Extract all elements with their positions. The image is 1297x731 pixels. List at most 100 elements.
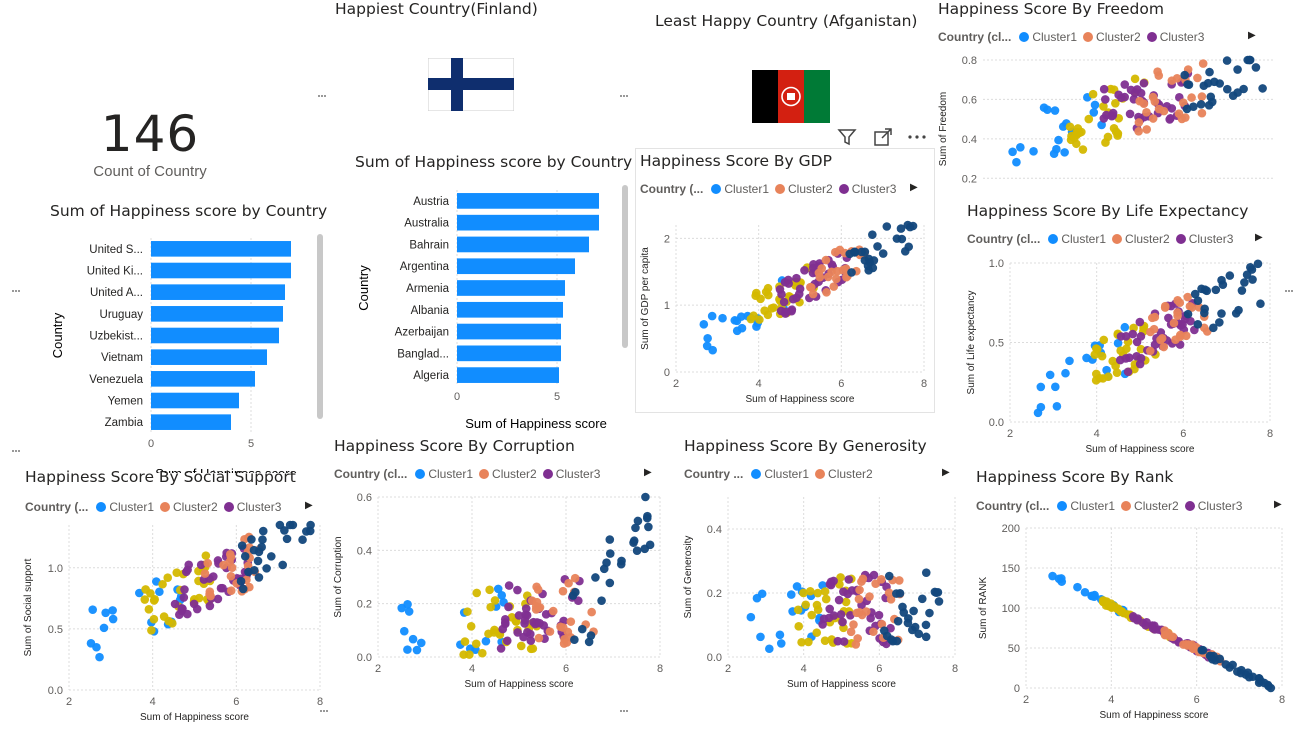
legend-next-arrow-icon[interactable]: ▶ xyxy=(644,467,652,478)
data-point xyxy=(1228,91,1238,100)
legend-label: Cluster2 xyxy=(1125,232,1170,246)
data-point xyxy=(1089,108,1099,117)
data-point xyxy=(888,636,898,646)
data-point xyxy=(781,307,790,317)
social-legend[interactable]: Country (... Cluster1 Cluster2 Cluster3 xyxy=(25,500,287,514)
data-point xyxy=(821,594,831,604)
data-point xyxy=(1052,144,1061,154)
data-point xyxy=(466,621,476,631)
data-point xyxy=(213,594,223,604)
data-point xyxy=(846,611,855,620)
focus-mode-icon[interactable] xyxy=(872,126,894,148)
data-point xyxy=(141,585,150,594)
x-tick-label: 2 xyxy=(375,663,381,675)
more-options-icon[interactable] xyxy=(906,126,928,148)
legend-item-cluster3[interactable]: Cluster3 xyxy=(1175,232,1233,246)
data-point xyxy=(818,620,827,629)
legend-item-cluster1[interactable]: Cluster1 xyxy=(96,500,154,514)
y-tick-label: 0 xyxy=(1014,683,1020,695)
bar xyxy=(457,345,561,362)
bar-chart-left[interactable]: 0 5 United S... United Ki... United A... Urug… xyxy=(40,228,330,473)
data-point xyxy=(266,552,276,561)
data-point xyxy=(1190,289,1200,299)
data-point xyxy=(800,266,809,275)
freedom-chart-title: Happiness Score By Freedom xyxy=(938,0,1164,18)
legend-item-cluster2[interactable]: Cluster2 xyxy=(1083,30,1141,44)
legend-next-arrow-icon[interactable]: ▶ xyxy=(942,467,950,478)
legend-item-cluster3[interactable]: Cluster3 xyxy=(542,467,600,481)
legend-next-arrow-icon[interactable]: ▶ xyxy=(305,500,313,511)
legend-item-cluster2[interactable]: Cluster2 xyxy=(775,182,833,196)
legend-item-cluster1[interactable]: Cluster1 xyxy=(1048,232,1106,246)
data-point xyxy=(833,636,843,646)
data-point xyxy=(746,612,756,622)
rank-scatter[interactable]: 0 50 100 150 200 2 4 6 8 Sum of Happiness score Su… xyxy=(972,518,1294,728)
legend-item-cluster2[interactable]: Cluster2 xyxy=(815,467,873,481)
bar xyxy=(457,258,575,275)
data-point xyxy=(257,542,266,552)
legend-item-cluster3[interactable]: Cluster3 xyxy=(838,182,896,196)
data-point xyxy=(240,552,250,561)
generosity-legend[interactable]: Country ... Cluster1 Cluster2 xyxy=(684,467,879,481)
legend-dot xyxy=(751,469,762,479)
life-legend[interactable]: Country (cl... Cluster1 Cluster2 Cluster… xyxy=(967,232,1239,246)
gdp-scatter[interactable]: 0 1 2 2 4 6 8 Sum of Happiness score Sum of GDP … xyxy=(636,200,932,410)
legend-next-arrow-icon[interactable]: ▶ xyxy=(910,182,918,193)
legend-item-cluster2[interactable]: Cluster2 xyxy=(479,467,537,481)
legend-item-cluster3[interactable]: Cluster3 xyxy=(223,500,281,514)
legend-dot xyxy=(1184,501,1195,511)
data-point xyxy=(1101,138,1110,147)
legend-title: Country ... xyxy=(684,467,744,481)
data-point xyxy=(829,282,839,291)
life-scatter[interactable]: 0.0 0.5 1.0 2 4 6 8 Sum of Happiness score Sum o… xyxy=(960,250,1285,460)
data-point xyxy=(192,604,202,614)
data-point xyxy=(1099,102,1108,111)
gdp-legend[interactable]: Country (... Cluster1 Cluster2 Cluster3 xyxy=(640,182,902,196)
data-point xyxy=(1242,270,1252,280)
corruption-scatter[interactable]: 0.0 0.2 0.4 0.6 2 4 6 8 Sum of Happiness score Su… xyxy=(330,485,675,695)
legend-label: Cluster2 xyxy=(492,467,537,481)
rank-chart-title: Happiness Score By Rank xyxy=(976,468,1174,486)
legend-item-cluster2[interactable]: Cluster2 xyxy=(160,500,218,514)
legend-item-cluster2[interactable]: Cluster2 xyxy=(1112,232,1170,246)
legend-item-cluster1[interactable]: Cluster1 xyxy=(415,467,473,481)
legend-next-arrow-icon[interactable]: ▶ xyxy=(1248,30,1256,41)
legend-item-cluster2[interactable]: Cluster2 xyxy=(1121,499,1179,513)
legend-item-cluster1[interactable]: Cluster1 xyxy=(1057,499,1115,513)
kpi-card[interactable]: 146 Count of Country xyxy=(60,105,240,180)
social-chart-title: Happiness Score By Social Support xyxy=(25,468,296,486)
data-point xyxy=(201,551,211,560)
legend-item-cluster1[interactable]: Cluster1 xyxy=(1019,30,1077,44)
data-point xyxy=(556,622,565,632)
data-point xyxy=(172,568,182,577)
data-point xyxy=(86,638,96,648)
data-point xyxy=(797,637,806,647)
rank-legend[interactable]: Country (cl... Cluster1 Cluster2 Cluster… xyxy=(976,499,1248,513)
legend-item-cluster3[interactable]: Cluster3 xyxy=(1184,499,1242,513)
freedom-scatter[interactable]: 0.2 0.4 0.6 0.8 Sum of Freedom xyxy=(935,48,1285,206)
data-point xyxy=(1090,350,1100,359)
legend-label: Cluster1 xyxy=(1061,232,1107,246)
freedom-legend[interactable]: Country (cl... Cluster1 Cluster2 Cluster… xyxy=(938,30,1210,44)
data-point xyxy=(194,593,204,603)
visual-border-marker xyxy=(12,450,20,454)
data-point xyxy=(408,634,418,644)
legend-next-arrow-icon[interactable]: ▶ xyxy=(1274,499,1282,510)
country-count-label: Count of Country xyxy=(93,163,207,180)
generosity-scatter[interactable]: 0.0 0.2 0.4 2 4 6 8 Sum of Happiness score Sum o… xyxy=(680,485,965,695)
legend-next-arrow-icon[interactable]: ▶ xyxy=(1255,232,1263,243)
y-tick-label: 150 xyxy=(1002,563,1020,575)
corruption-legend[interactable]: Country (cl... Cluster1 Cluster2 Cluster… xyxy=(334,467,606,481)
social-scatter[interactable]: 0.0 0.5 1.0 2 4 6 8 Sum of Happiness score Sum o… xyxy=(20,520,330,728)
data-point xyxy=(1111,127,1121,136)
data-point xyxy=(135,588,144,598)
legend-item-cluster1[interactable]: Cluster1 xyxy=(711,182,769,196)
data-point xyxy=(1048,571,1057,581)
legend-item-cluster3[interactable]: Cluster3 xyxy=(1146,30,1204,44)
bar-chart-mid[interactable]: 0 5 Austria Australia Bahrain Argentina Armeni… xyxy=(350,180,635,433)
data-point xyxy=(416,638,426,648)
x-axis-title: Sum of Happiness score xyxy=(1086,444,1195,455)
filter-icon[interactable] xyxy=(836,126,858,148)
legend-item-cluster1[interactable]: Cluster1 xyxy=(751,467,809,481)
data-point xyxy=(516,641,526,651)
